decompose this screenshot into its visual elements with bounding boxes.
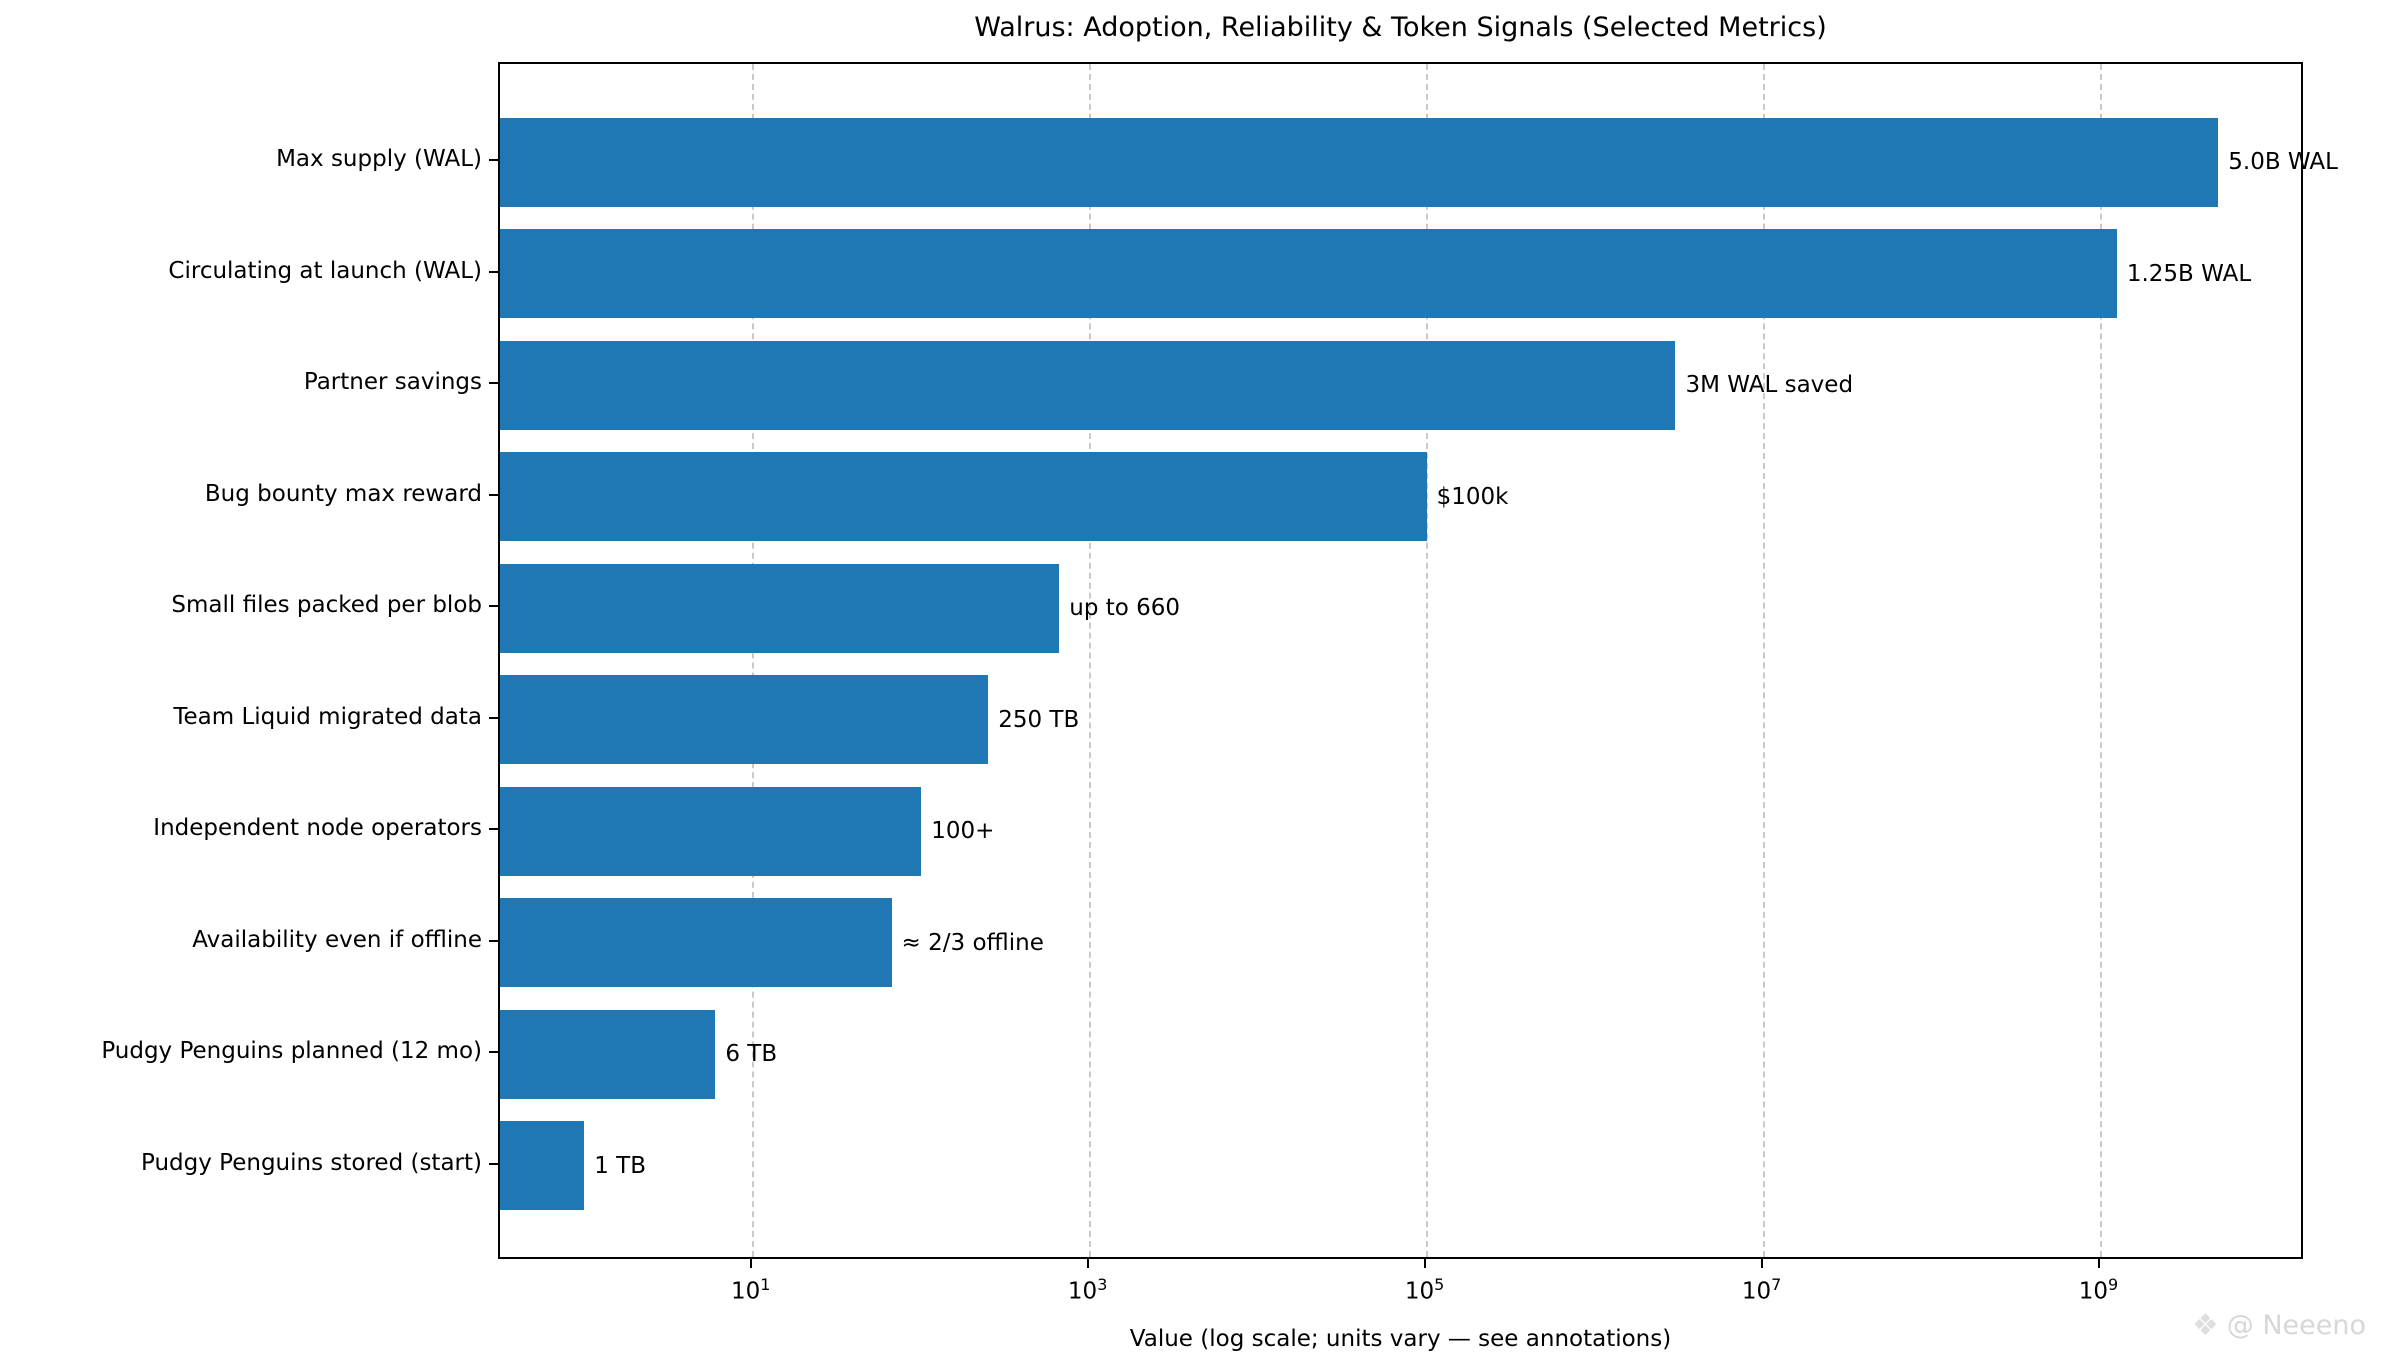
bar-row-1	[500, 229, 2117, 318]
y-tick-label-9: Pudgy Penguins stored (start)	[141, 1149, 482, 1176]
y-tick-label-3: Bug bounty max reward	[204, 480, 482, 507]
bar-annotation-6: 100+	[931, 818, 995, 844]
bar-annotation-3: $100k	[1436, 483, 1509, 510]
x-tick-label-10e3: 103	[1067, 1275, 1108, 1305]
x-tick-label-10e7: 107	[1741, 1275, 1782, 1305]
x-tick-label-10e9: 109	[2078, 1275, 2119, 1305]
x-tick-mark-10e7	[1760, 1259, 1763, 1268]
bar-row-4	[500, 563, 1060, 653]
x-tick-mark-10e1	[749, 1259, 752, 1268]
bar-annotation-4: up to 660	[1069, 595, 1181, 621]
y-tick-mark-1	[489, 270, 498, 273]
gridline-10e9	[2099, 64, 2102, 1257]
y-tick-mark-7	[489, 939, 498, 942]
watermark-text: @ Neeeno	[2226, 1310, 2366, 1341]
x-tick-mark-10e5	[1423, 1259, 1426, 1268]
bar-row-0	[500, 117, 2219, 207]
bar-row-2	[500, 340, 1676, 430]
x-axis-label: Value (log scale; units vary — see annot…	[1129, 1326, 1672, 1352]
chart-title: Walrus: Adoption, Reliability & Token Si…	[974, 12, 1827, 43]
y-tick-label-2: Partner savings	[303, 369, 482, 395]
x-tick-label-10e1: 101	[730, 1275, 771, 1305]
gridline-10e7	[1762, 64, 1765, 1257]
y-tick-label-7: Availability even if offline	[192, 926, 482, 953]
x-tick-label-10e5: 105	[1404, 1275, 1445, 1305]
x-tick-mark-10e3	[1086, 1259, 1089, 1268]
bar-row-7	[500, 898, 892, 987]
bar-annotation-7: ≈ 2/3 offline	[901, 929, 1044, 956]
y-tick-mark-8	[489, 1051, 498, 1053]
bar-annotation-2: 3M WAL saved	[1685, 372, 1854, 398]
gridline-10e5	[1425, 64, 1428, 1257]
y-tick-mark-5	[489, 716, 498, 719]
bar-annotation-5: 250 TB	[998, 706, 1080, 733]
y-tick-mark-6	[489, 828, 498, 830]
y-tick-label-1: Circulating at launch (WAL)	[168, 257, 482, 284]
y-tick-mark-3	[489, 493, 498, 496]
y-tick-label-4: Small files packed per blob	[171, 592, 482, 618]
x-tick-mark-10e9	[2097, 1259, 2100, 1268]
bar-row-8	[500, 1009, 716, 1099]
bar-row-5	[500, 675, 989, 764]
gridline-10e1	[751, 64, 754, 1257]
plot-area: 5.0B WAL 1.25B WAL 3M WAL saved $100k up to …	[498, 62, 2338, 1259]
bar-annotation-9: 1 TB	[594, 1152, 647, 1179]
y-tick-label-8: Pudgy Penguins planned (12 mo)	[101, 1038, 482, 1064]
y-tick-mark-9	[489, 1162, 498, 1165]
y-tick-mark-2	[489, 382, 498, 384]
gridline-10e3	[1088, 64, 1091, 1257]
neeeno-logo-icon: ❖	[2191, 1308, 2219, 1343]
bar-row-6	[500, 786, 922, 876]
bar-annotation-8: 6 TB	[725, 1041, 778, 1067]
watermark: ❖ @ Neeeno	[2192, 1308, 2366, 1343]
bar-annotation-0: 5.0B WAL	[2228, 149, 2338, 175]
y-tick-mark-0	[489, 159, 498, 161]
y-tick-label-6: Independent node operators	[153, 815, 482, 841]
y-tick-label-5: Team Liquid migrated data	[173, 703, 482, 730]
bar-annotation-1: 1.25B WAL	[2126, 260, 2252, 287]
bar-row-3	[500, 452, 1427, 541]
y-tick-label-0: Max supply (WAL)	[276, 146, 482, 172]
bar-row-9	[500, 1121, 585, 1210]
y-tick-mark-4	[489, 605, 498, 607]
